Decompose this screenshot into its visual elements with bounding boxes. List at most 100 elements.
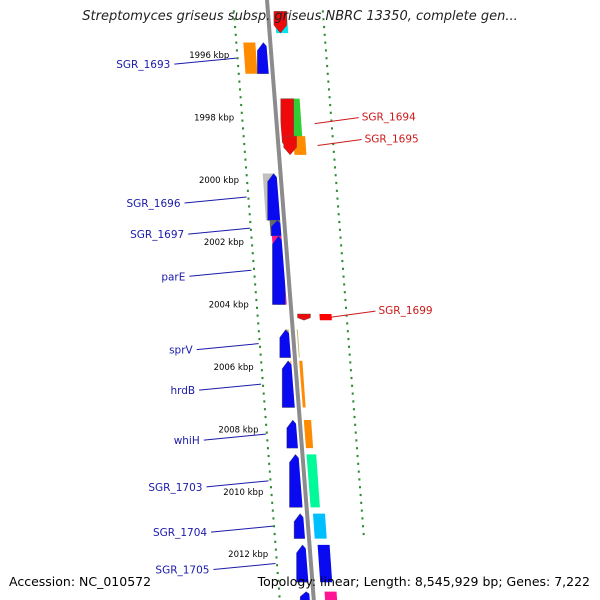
minor-tick [257,322,260,325]
scale-label-2000: 2000 kbp [199,176,239,186]
minor-tick [263,408,266,411]
gene-label-sgr_1694[interactable]: SGR_1694 [362,112,416,124]
minor-tick [341,267,344,270]
gene-box-sgr_1693 [243,42,258,74]
minor-tick [268,470,271,473]
minor-tick [349,369,352,372]
gene-label-sgr_1703[interactable]: SGR_1703 [148,482,202,494]
label-leader-sgr_1705 [213,563,276,571]
gene-labels: SGR_1693 SGR_1694 SGR_1695 SGR_1696 SGR_1697… [116,57,433,577]
minor-tick [266,439,269,442]
minor-tick [332,142,335,146]
minor-tick [351,384,354,387]
minor-tick [348,345,351,348]
left-tick-marks [232,10,281,598]
minor-tick [237,64,240,68]
minor-tick [263,400,266,403]
minor-tick [245,174,248,177]
minor-tick [333,158,336,161]
minor-tick [240,111,243,114]
minor-tick [337,213,340,216]
right-tick-marks [321,10,365,536]
minor-tick [327,80,330,83]
gene-label-sgr_1693[interactable]: SGR_1693 [116,59,170,71]
label-leader-sgr_1696 [184,196,247,204]
scale-label-2012: 2012 kbp [228,550,268,560]
gene-box-sgr_1699 [319,313,332,321]
minor-tick [348,353,351,356]
minor-tick [349,361,352,364]
minor-tick [328,96,331,99]
minor-tick [340,244,343,247]
minor-tick [241,119,244,122]
label-leader-sgr_1699 [331,310,376,318]
gene-label-sgr_1699[interactable]: SGR_1699 [378,305,432,317]
minor-tick [353,415,356,419]
label-leader-sgr_1697 [188,227,251,235]
gene-label-sgr_1705[interactable]: SGR_1705 [155,565,209,577]
minor-tick [236,57,239,60]
gene-label-sgr_1695[interactable]: SGR_1695 [365,133,419,145]
label-leader-sgr_1703 [206,480,269,488]
gene-label-hrdb[interactable]: hrdB [170,385,195,397]
gene-label-sprv[interactable]: sprV [169,345,193,357]
minor-tick [329,103,332,107]
gene-label-sgr_1696[interactable]: SGR_1696 [126,198,180,210]
minor-tick [246,189,249,192]
minor-tick [351,392,354,395]
minor-tick [352,408,355,411]
gene-box-sgr_1705 [317,544,333,583]
minor-tick [334,174,337,177]
minor-tick [266,447,269,450]
minor-tick [336,197,339,200]
scale-label-2002: 2002 kbp [204,238,244,248]
label-leader-hrdb [199,383,262,391]
minor-tick [332,150,335,153]
minor-tick [360,501,363,504]
gene-box-sgr_1704 [312,513,327,539]
minor-tick [264,415,267,419]
gene-label-sgr_1697[interactable]: SGR_1697 [130,229,184,241]
minor-tick [270,493,273,497]
minor-tick [252,267,255,270]
minor-tick [245,166,248,169]
minor-tick [251,252,254,255]
minor-tick [247,197,250,200]
minor-tick [324,41,327,44]
minor-tick [327,88,330,91]
minor-tick [277,579,280,582]
minor-tick [360,509,363,512]
gene-label-pare[interactable]: parE [161,271,185,283]
minor-tick [260,369,263,372]
minor-tick [339,236,342,239]
scale-label-2006: 2006 kbp [214,363,254,373]
minor-tick [323,33,326,36]
minor-tick [359,493,362,497]
label-leader-sgr_1694 [314,117,359,125]
minor-tick [271,509,274,512]
minor-tick [352,400,355,403]
minor-tick [258,337,261,341]
minor-tick [276,564,279,567]
minor-tick [275,556,278,559]
minor-tick [346,322,349,325]
minor-tick [278,595,281,598]
minor-tick [254,283,257,286]
minor-tick [337,205,340,208]
minor-tick [248,205,251,208]
minor-tick [235,41,238,44]
minor-tick [252,259,255,263]
minor-tick [267,454,270,458]
minor-tick [269,478,272,481]
minor-tick [354,423,357,426]
minor-tick [346,330,349,333]
label-leader-sprv [196,343,259,351]
gene-label-sgr_1704[interactable]: SGR_1704 [153,527,207,539]
gene-label-whih[interactable]: whiH [174,435,200,447]
minor-tick [262,384,265,387]
minor-tick [341,259,344,263]
minor-tick [240,103,243,107]
minor-tick [261,376,264,380]
minor-tick [347,337,350,341]
